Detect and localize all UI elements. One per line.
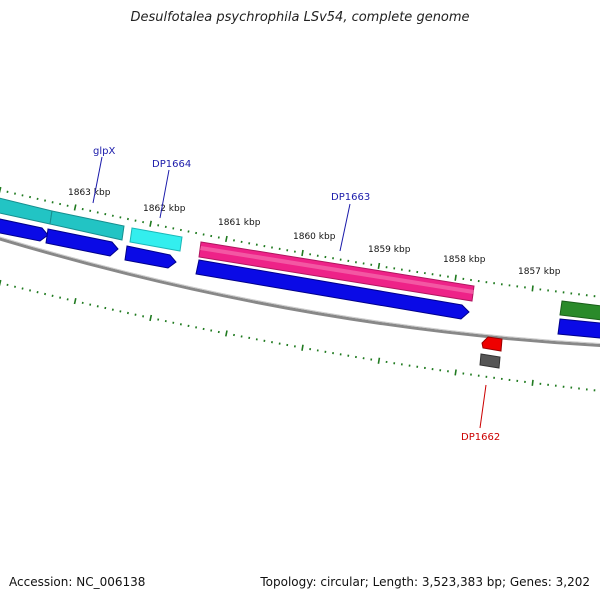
scale-label-1863: 1863 kbp <box>68 188 111 198</box>
tick-mark <box>111 214 114 217</box>
tick-mark <box>531 379 534 386</box>
outer-tick-ring <box>0 186 596 298</box>
tick-mark <box>44 292 47 296</box>
scale-label-1857: 1857 kbp <box>518 267 561 277</box>
tick-mark <box>44 199 47 202</box>
tick-mark <box>301 344 304 351</box>
tick-mark <box>225 330 228 337</box>
tick-mark <box>111 308 114 311</box>
gene-label-dp1664[interactable]: DP1664 <box>152 159 191 170</box>
tick-mark <box>66 298 69 301</box>
tick-mark <box>301 249 304 257</box>
scale-label-1860: 1860 kbp <box>293 232 336 242</box>
gene-label-dp1662[interactable]: DP1662 <box>461 432 500 443</box>
gene-green[interactable] <box>559 300 600 321</box>
tick-mark <box>51 294 54 297</box>
tick-mark <box>0 279 2 287</box>
cds-blue-3[interactable] <box>124 245 177 269</box>
genome-summary-text: Topology: circular; Length: 3,523,383 bp… <box>260 575 590 589</box>
tick-mark <box>126 311 129 315</box>
gene-dp1664[interactable] <box>129 227 183 252</box>
leader-glpx <box>92 156 103 204</box>
tick-mark <box>96 211 99 214</box>
tick-mark <box>149 314 153 322</box>
tick-mark <box>126 217 129 221</box>
scale-label-1861: 1861 kbp <box>218 218 261 228</box>
genome-backbone <box>0 237 600 347</box>
tick-mark <box>73 204 77 211</box>
leader-dp1664 <box>159 169 170 219</box>
tick-mark <box>73 298 77 305</box>
scale-label-1862: 1862 kbp <box>143 204 186 214</box>
tick-mark <box>531 285 534 292</box>
scale-label-1858: 1858 kbp <box>443 255 486 265</box>
gene-dp1662[interactable] <box>481 336 503 352</box>
leader-dp1662 <box>479 384 487 429</box>
leader-dp1663 <box>339 203 351 252</box>
gene-dp1663-sheen <box>200 246 474 294</box>
tick-mark <box>29 289 32 292</box>
tick-mark <box>225 235 228 243</box>
cds-blue-2[interactable] <box>45 228 119 257</box>
tick-mark <box>454 369 457 376</box>
tick-mark <box>36 291 39 294</box>
cds-blue-1[interactable] <box>0 218 49 242</box>
page-title: Desulfotalea psychrophila LSv54, complet… <box>130 10 470 25</box>
genome-backbone-highlight <box>0 236 600 344</box>
gene-label-glpx[interactable]: glpX <box>93 146 115 157</box>
gene-gray[interactable] <box>479 353 501 369</box>
tick-mark <box>0 186 2 194</box>
cds-blue-4[interactable] <box>195 259 470 320</box>
tick-mark <box>149 220 152 227</box>
cds-blue-5[interactable] <box>557 318 600 339</box>
gene-label-dp1663[interactable]: DP1663 <box>331 192 370 203</box>
gene-teal-2[interactable] <box>49 210 125 241</box>
tick-mark <box>29 195 32 199</box>
accession-text: Accession: NC_006138 <box>9 575 146 589</box>
tick-mark <box>377 262 381 270</box>
tick-mark <box>21 287 24 290</box>
inner-tick-ring <box>0 279 596 392</box>
tick-mark <box>377 357 381 364</box>
tick-mark <box>36 197 39 201</box>
tick-mark <box>96 305 99 308</box>
scale-label-1859: 1859 kbp <box>368 245 411 255</box>
tick-mark <box>454 274 457 281</box>
